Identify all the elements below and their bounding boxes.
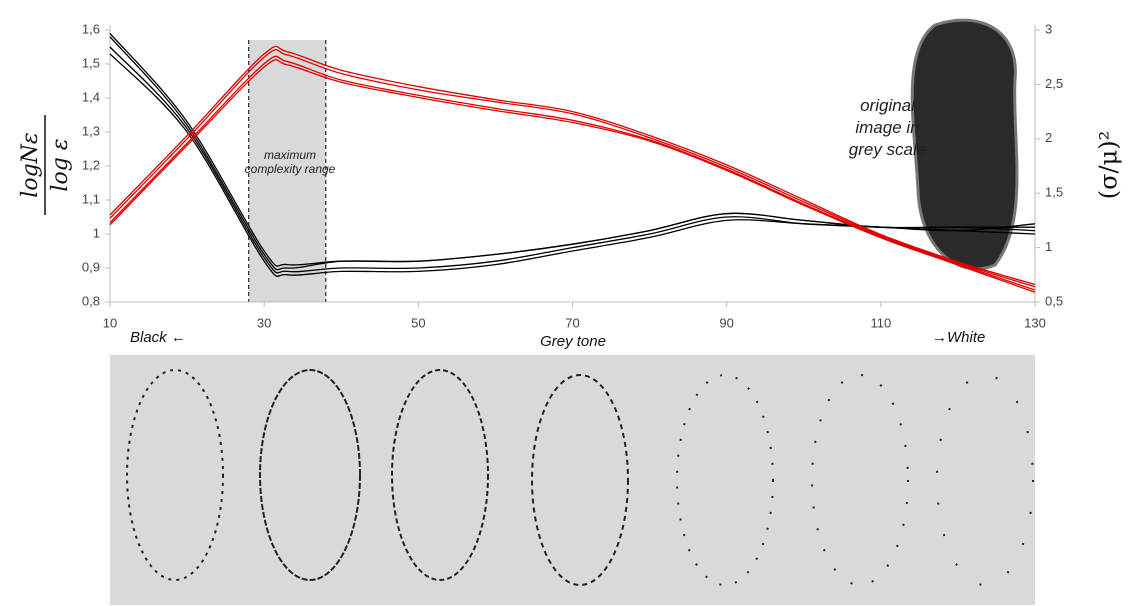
x-tick-label: 110 xyxy=(870,315,891,330)
binary-images-panel xyxy=(110,355,1035,605)
y2-tick-label: 1 xyxy=(1045,239,1052,254)
y2-tick-label: 0,5 xyxy=(1045,293,1063,308)
y-tick-label: 1,3 xyxy=(82,123,100,138)
x-left-label: Black ← xyxy=(130,329,186,346)
x-tick-label: 10 xyxy=(103,315,117,330)
y2-tick-label: 2 xyxy=(1045,130,1052,145)
y-tick-label: 0,8 xyxy=(82,293,100,308)
y2-tick-label: 2,5 xyxy=(1045,76,1063,91)
x-tick-label: 70 xyxy=(565,315,579,330)
highlight-label: maximum complexity range xyxy=(240,148,340,176)
y-tick-label: 1 xyxy=(93,225,100,240)
y-tick-label: 0,9 xyxy=(82,259,100,274)
y-label-denominator: log ε xyxy=(48,138,73,191)
y-tick-label: 1,2 xyxy=(82,157,100,172)
x-tick-label: 90 xyxy=(719,315,733,330)
x-axis-label: Grey tone xyxy=(540,333,606,350)
x-tick-label: 30 xyxy=(257,315,271,330)
left-axis-label: logNε log ε xyxy=(18,115,73,215)
x-tick-label: 50 xyxy=(411,315,425,330)
chart: logNε log ε (σ/μ)² 0,8 0,9 1 1,1 1,2 1,3 1,4 1,… xyxy=(0,0,1142,606)
x-tick-label: 130 xyxy=(1024,315,1046,330)
y2-tick-label: 3 xyxy=(1045,21,1052,36)
x-right-label: →White xyxy=(932,329,985,346)
y-tick-label: 1,6 xyxy=(82,21,100,36)
y-tick-label: 1,4 xyxy=(82,89,100,104)
image-label: original image in grey scale xyxy=(840,95,935,161)
y2-tick-label: 1,5 xyxy=(1045,185,1063,200)
y-tick-label: 1,1 xyxy=(82,191,100,206)
y2-label: (σ/μ)² xyxy=(1095,131,1123,199)
y-label-numerator: logNε xyxy=(18,132,43,197)
y-tick-label: 1,5 xyxy=(82,55,100,70)
page: {"chart_data": {"type": "line", "x": [10… xyxy=(0,0,1142,606)
